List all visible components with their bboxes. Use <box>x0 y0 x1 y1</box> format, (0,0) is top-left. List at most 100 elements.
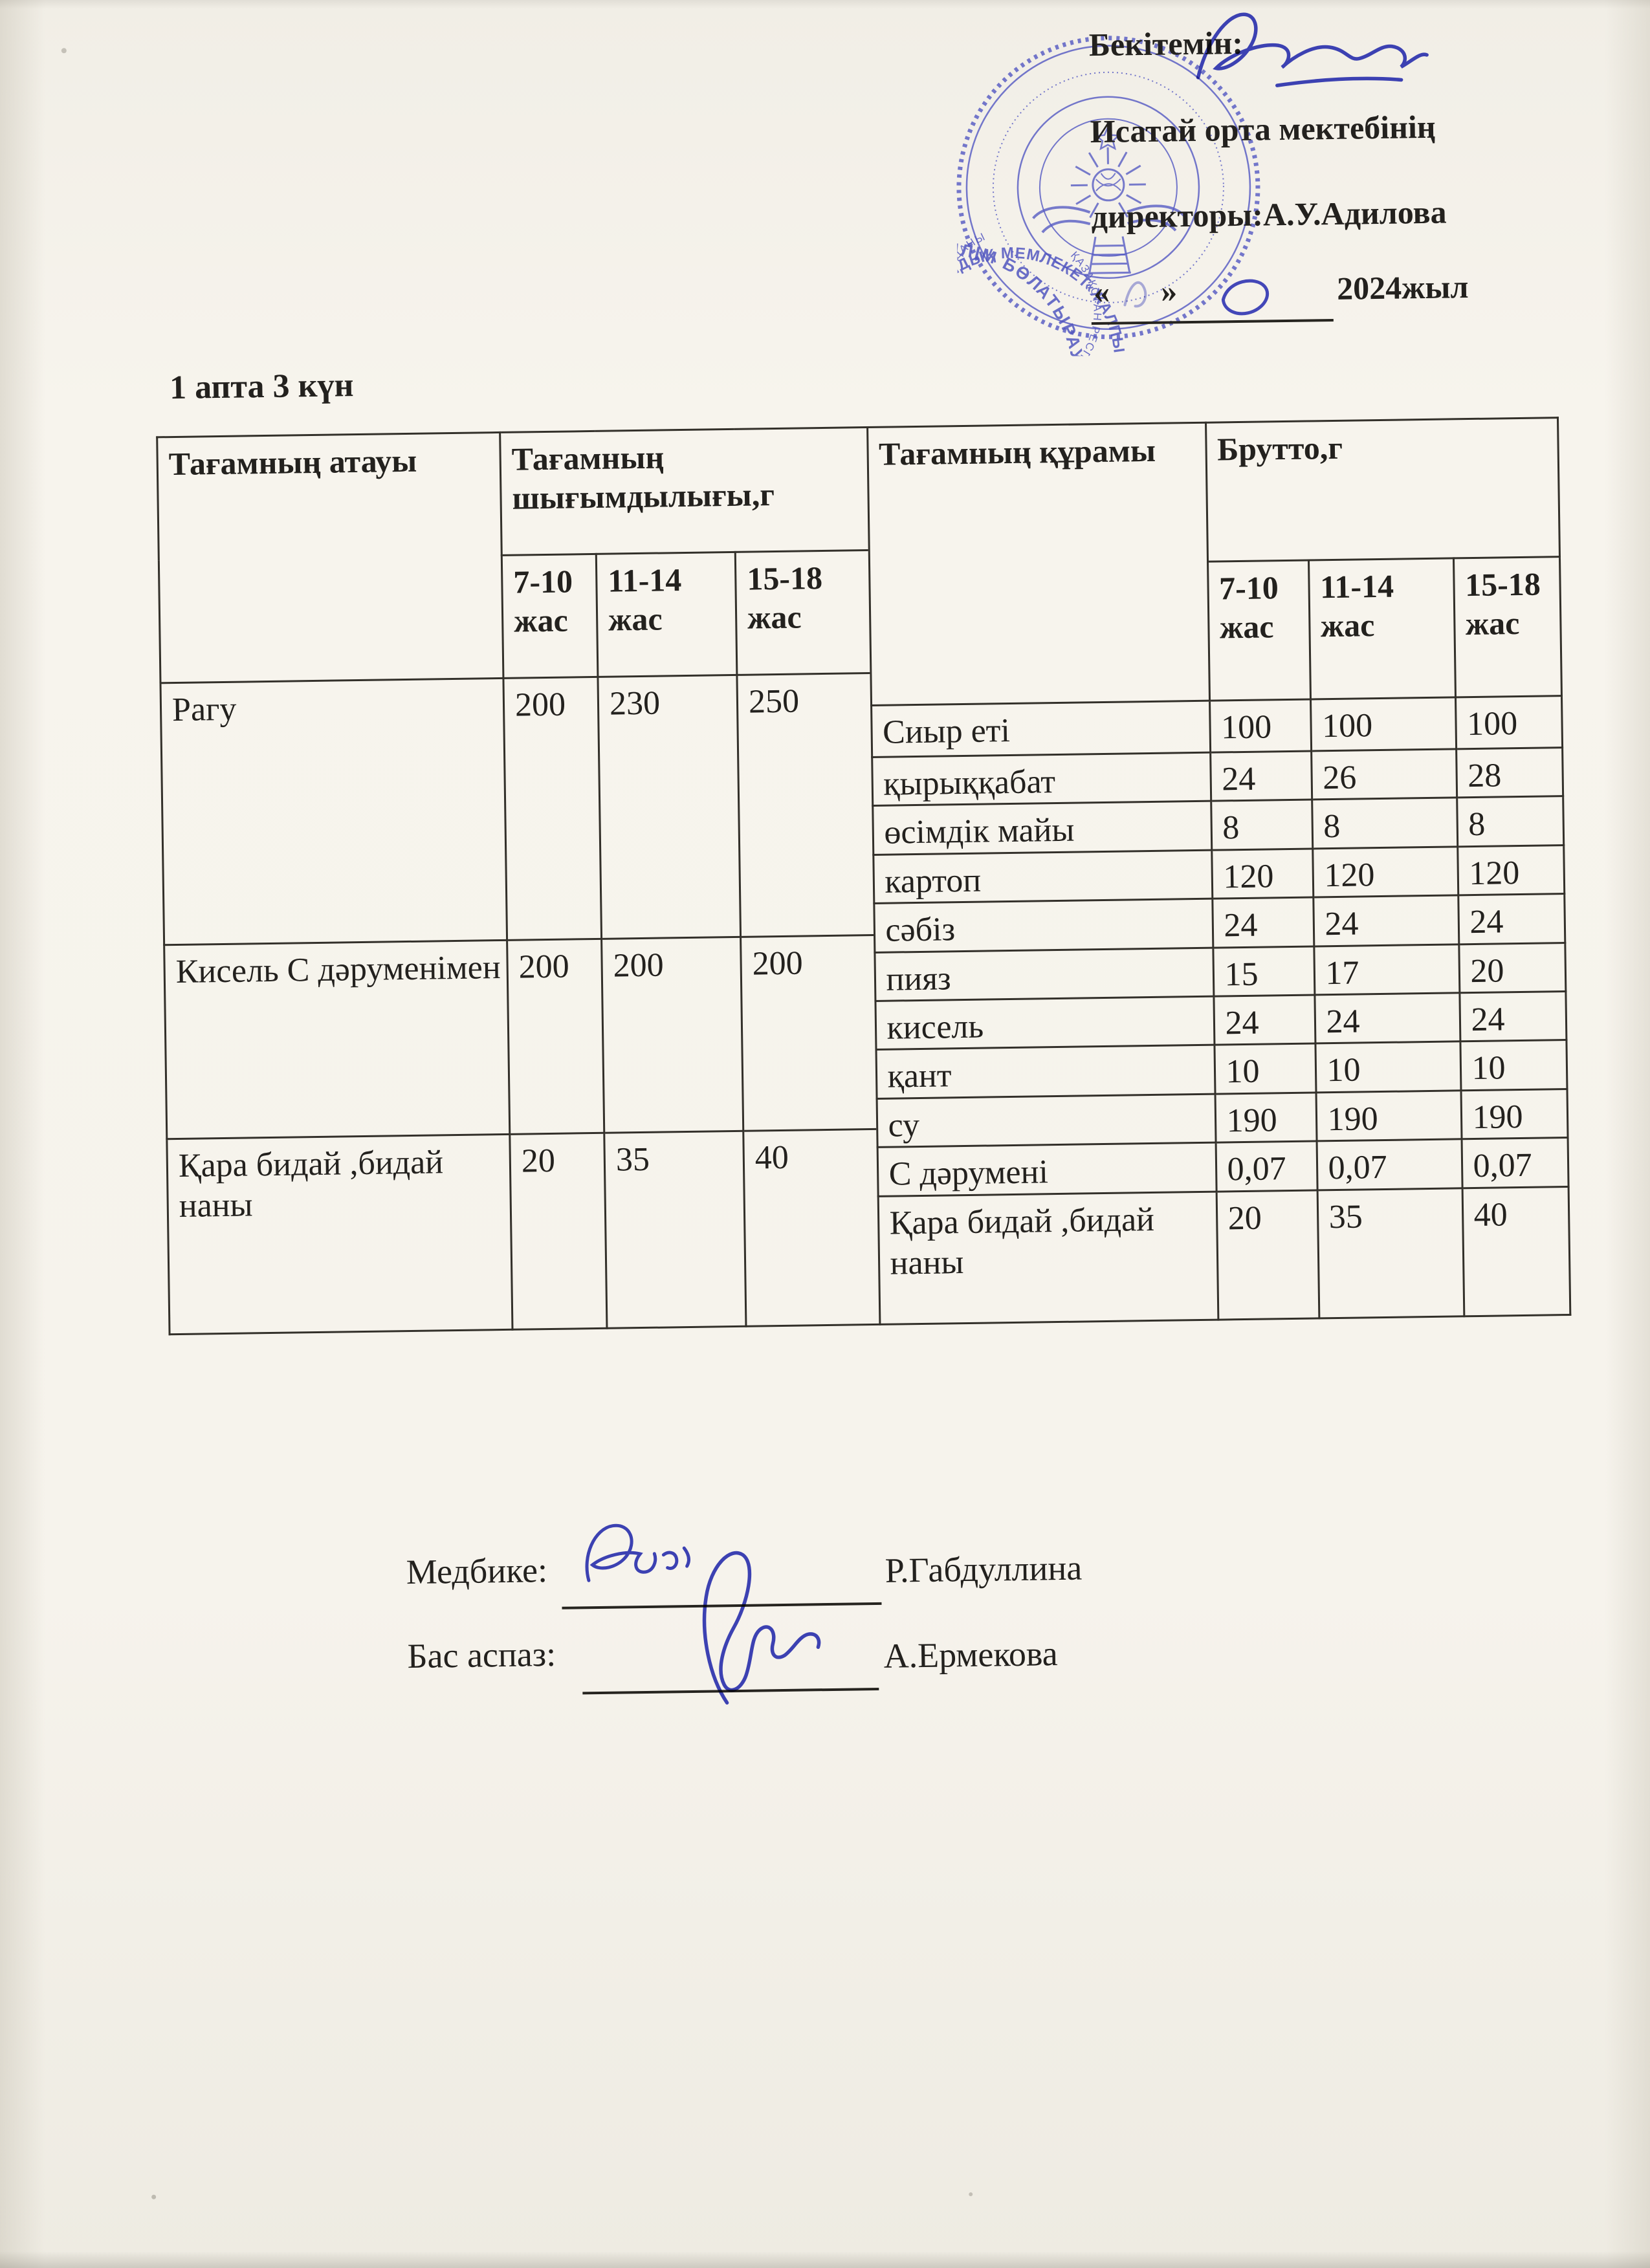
nurse-name: Р.Габдуллина <box>885 1548 1083 1590</box>
brutto-value: 190 <box>1315 1090 1462 1142</box>
brutto-value: 17 <box>1314 944 1460 995</box>
ingredient-name: қырыққабат <box>872 752 1211 806</box>
scan-speck <box>151 2194 157 2199</box>
cook-signature <box>702 1551 821 1705</box>
brutto-value: 20 <box>1216 1190 1319 1320</box>
brutto-value: 0,07 <box>1461 1137 1568 1188</box>
ingredient-name: су <box>876 1093 1216 1148</box>
scan-edge-shadow-top <box>0 0 1650 9</box>
date-quote-open: « <box>1093 273 1110 311</box>
dish-output-value: 230 <box>597 675 741 939</box>
brutto-value: 100 <box>1310 697 1457 751</box>
ingredient-name: С дәрумені <box>877 1142 1216 1196</box>
menu-table-left: Тағамның атауы Тағамның шығымдылығы,г 7-… <box>156 426 879 1335</box>
menu-table-right: Тағамның құрамы Брутто,г 7-10 жас 11-14 … <box>866 417 1571 1325</box>
ingredient-name: өсімдік майы <box>872 801 1212 855</box>
brutto-value: 35 <box>1317 1188 1464 1318</box>
brutto-value: 8 <box>1457 796 1564 847</box>
dish-name: Қара бидай ,бидай наны <box>166 1134 512 1335</box>
brutto-value: 40 <box>1462 1186 1570 1316</box>
director-signature <box>1196 12 1429 87</box>
table-row: Қара бидай ,бидай наны 20 35 40 <box>166 1129 879 1335</box>
scan-edge-shadow-bottom <box>0 2251 1650 2268</box>
dish-output-value: 40 <box>743 1129 879 1327</box>
menu-table: Тағамның атауы Тағамның шығымдылығы,г 7-… <box>156 417 1571 1335</box>
dish-output-value: 200 <box>740 935 876 1131</box>
brutto-value: 15 <box>1213 946 1315 997</box>
nurse-label: Медбике: <box>406 1551 548 1592</box>
stamp-emblem-icon <box>1032 125 1186 274</box>
table-row: Сиыр еті 100 100 100 <box>871 695 1563 758</box>
date-quote-close: » <box>1160 272 1178 309</box>
dish-output-value: 200 <box>507 939 604 1135</box>
approval-school-line: Исатай орта мектебінің <box>1090 108 1436 150</box>
brutto-value: 120 <box>1457 845 1565 896</box>
page-title: 1 апта 3 күн <box>169 367 354 407</box>
ingredient-name: картоп <box>873 849 1213 904</box>
table-row: Рагу 200 230 250 <box>160 673 874 945</box>
brutto-value: 100 <box>1455 695 1563 749</box>
brutto-value: 120 <box>1312 846 1458 898</box>
ingredient-name: пияз <box>874 947 1214 1001</box>
nurse-signature <box>585 1523 690 1582</box>
brutto-value: 24 <box>1212 897 1314 948</box>
handwritten-day-mark <box>1123 281 1147 308</box>
age-header-7-10: 7-10 жас <box>1207 560 1311 701</box>
stamp-outer-ring-text: АТЫРАУ ОБЛЫСЫ БІЛІМ БЕРУ БАСҚАРМАСЫНЫҢ И… <box>954 17 1091 358</box>
ingredient-name: қант <box>875 1045 1215 1099</box>
ingredient-name: кисель <box>875 996 1215 1050</box>
dish-name: Рагу <box>160 678 507 945</box>
ingredient-name: Сиыр еті <box>871 701 1211 758</box>
brutto-value: 8 <box>1211 800 1313 850</box>
approval-director-line: директоры:А.У.Адилова <box>1091 193 1447 235</box>
dish-output-value: 20 <box>509 1133 607 1330</box>
brutto-value: 10 <box>1315 1041 1461 1093</box>
svg-text:АТЫРАУ ОБЛЫСЫ БІЛІМ БЕРУ БАСҚА: АТЫРАУ ОБЛЫСЫ БІЛІМ БЕРУ БАСҚАРМАСЫНЫҢ И… <box>954 17 1091 358</box>
dish-name: Кисель С дәруменімен <box>164 940 510 1139</box>
brutto-value: 8 <box>1312 798 1458 849</box>
brutto-value: 24 <box>1459 991 1567 1042</box>
dish-output-value: 200 <box>503 677 602 941</box>
brutto-value: 100 <box>1209 699 1312 753</box>
age-header-15-18: 15-18 жас <box>1453 556 1561 697</box>
scan-speck <box>61 48 67 54</box>
scan-speck <box>969 2192 973 2197</box>
brutto-value: 24 <box>1313 895 1459 946</box>
dish-output-value: 35 <box>604 1131 746 1329</box>
brutto-value: 0,07 <box>1215 1141 1317 1192</box>
ingredient-name: сәбіз <box>874 899 1213 953</box>
table-row: Қара бидай ,бидай наны 20 35 40 <box>877 1186 1570 1325</box>
ink-oval-mark <box>1221 279 1270 316</box>
age-header-15-18: 15-18 жас <box>735 550 870 675</box>
dish-output-value: 200 <box>601 937 743 1133</box>
col-header-dish-name: Тағамның атауы <box>157 432 503 683</box>
brutto-value: 28 <box>1456 747 1563 798</box>
col-header-composition: Тағамның құрамы <box>867 422 1210 706</box>
brutto-value: 0,07 <box>1316 1139 1462 1190</box>
cook-name: А.Ермекова <box>883 1634 1059 1675</box>
brutto-value: 26 <box>1311 748 1457 800</box>
brutto-value: 20 <box>1458 943 1566 993</box>
year-label: 2024жыл <box>1336 268 1469 307</box>
ingredient-name: Қара бидай ,бидай наны <box>877 1191 1218 1325</box>
brutto-value: 120 <box>1211 848 1314 899</box>
brutto-value: 10 <box>1460 1040 1567 1091</box>
brutto-value: 24 <box>1314 992 1460 1044</box>
cook-label: Бас аспаз: <box>407 1634 556 1676</box>
dish-output-value: 250 <box>736 673 874 937</box>
col-header-brutto: Брутто,г <box>1205 417 1559 562</box>
brutto-value: 190 <box>1460 1089 1568 1139</box>
brutto-value: 190 <box>1215 1092 1317 1143</box>
age-header-11-14: 11-14 жас <box>1308 558 1456 700</box>
brutto-value: 24 <box>1210 750 1312 801</box>
brutto-value: 10 <box>1214 1043 1316 1094</box>
brutto-value: 24 <box>1458 893 1565 944</box>
school-round-stamp: АТЫРАУ ОБЛЫСЫ БІЛІМ БЕРУ БАСҚАРМАСЫНЫҢ И… <box>954 17 1260 358</box>
brutto-value: 24 <box>1213 994 1315 1045</box>
age-header-7-10: 7-10 жас <box>501 554 598 679</box>
col-header-dish-output: Тағамның шығымдылығы,г <box>500 427 868 556</box>
table-row: Кисель С дәруменімен 200 200 200 <box>164 935 876 1139</box>
age-header-11-14: 11-14 жас <box>596 552 737 677</box>
